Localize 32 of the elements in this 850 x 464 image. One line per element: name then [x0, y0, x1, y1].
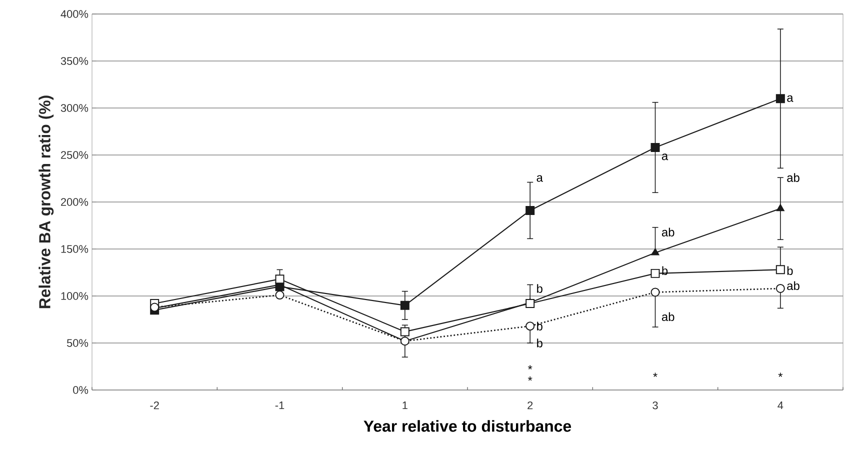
x-tick-label: -1 — [275, 402, 284, 410]
y-tick-label: 300% — [60, 104, 88, 112]
annotation: b — [537, 322, 542, 330]
annotation: b — [537, 338, 542, 348]
y-tick-label: 350% — [60, 57, 88, 65]
annotation: ab — [662, 312, 674, 322]
y-tick-label: 200% — [61, 198, 88, 206]
x-tick-label: 3 — [652, 402, 658, 410]
x-tick-label: 4 — [778, 402, 784, 410]
y-tick-label: 0% — [73, 386, 88, 394]
x-tick-label: -2 — [150, 402, 159, 410]
annotation: a — [536, 175, 543, 182]
y-tick-label: 100% — [61, 292, 88, 300]
x-tick-label: 1 — [402, 402, 408, 410]
y-tick-label: 150% — [61, 245, 88, 253]
x-tick-label: 2 — [528, 402, 533, 410]
y-tick-label: 50% — [66, 339, 88, 347]
annotation: * — [528, 365, 532, 370]
y-axis-title: Relative BA growth ratio (%) — [38, 96, 54, 308]
y-tick-label: 250% — [61, 151, 88, 159]
annotation: b — [537, 284, 542, 293]
annotation: a — [787, 95, 794, 102]
x-axis-title: Year relative to disturbance — [364, 420, 572, 432]
annotation: * — [778, 372, 783, 377]
annotation: ab — [787, 281, 800, 290]
annotation: a — [662, 154, 668, 160]
annotation: * — [653, 372, 658, 377]
annotation: * — [528, 376, 532, 381]
annotation: ab — [662, 228, 674, 236]
annotation: ab — [787, 173, 800, 182]
annotation: b — [787, 266, 793, 275]
y-tick-label: 400% — [60, 10, 88, 18]
